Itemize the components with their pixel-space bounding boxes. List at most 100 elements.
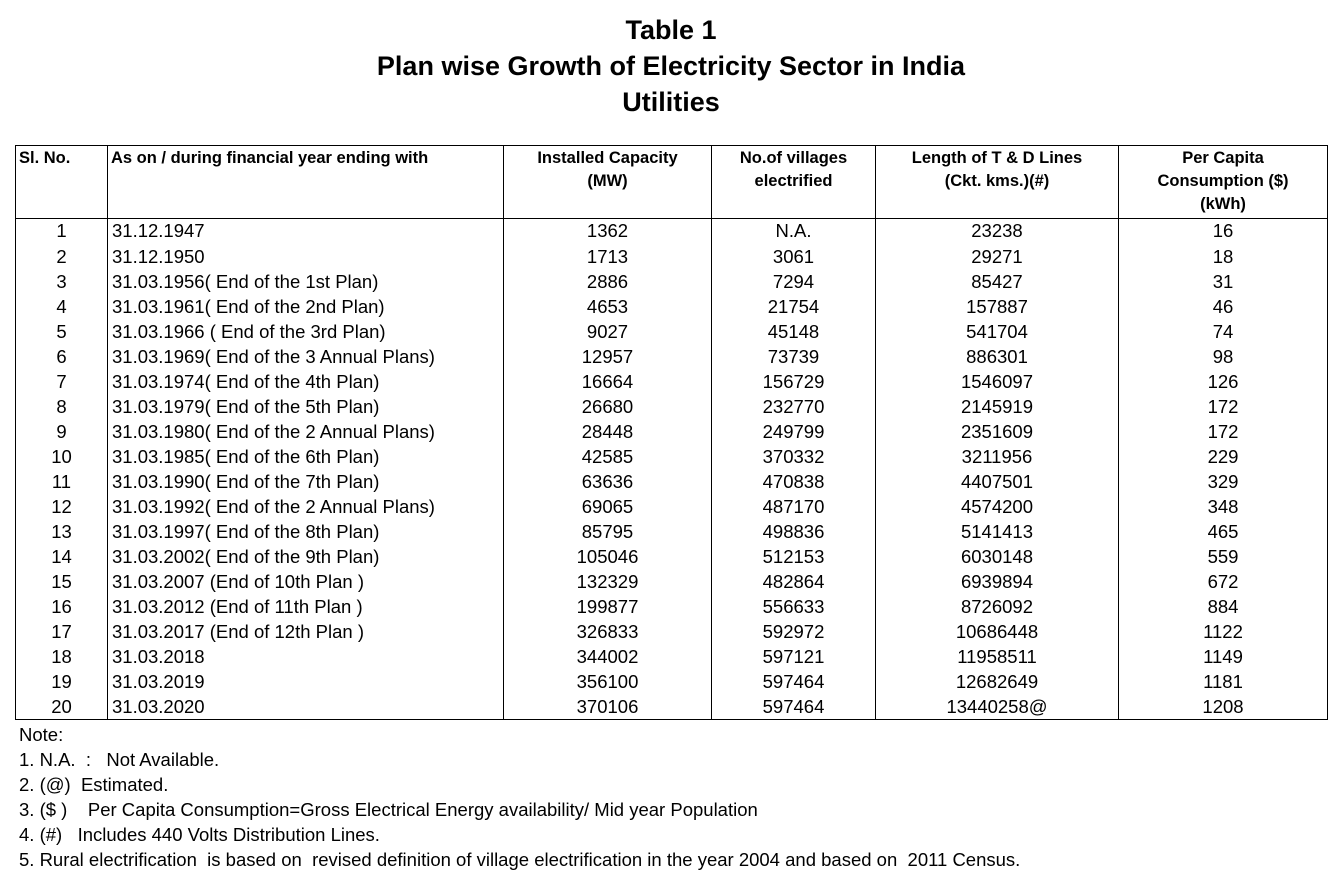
table-row: 11 31.03.1990( End of the 7th Plan) 63636 4… [15,468,1328,494]
cell-td-lines-length: 8726092 [875,593,1119,619]
cell-year: 31.03.2017 (End of 12th Plan ) [107,618,504,644]
cell-installed-capacity: 370106 [503,693,712,719]
cell-year: 31.03.1961( End of the 2nd Plan) [107,293,504,319]
cell-per-capita-consumption: 1122 [1118,618,1328,644]
cell-td-lines-length: 3211956 [875,443,1119,469]
cell-year: 31.03.2012 (End of 11th Plan ) [107,593,504,619]
note-item: 5. Rural electrification is based on rev… [19,849,1021,870]
cell-sl-no: 14 [15,543,108,569]
note-item: 3. ($ ) Per Capita Consumption=Gross Ele… [19,799,758,820]
cell-per-capita-consumption: 46 [1118,293,1328,319]
cell-per-capita-consumption: 18 [1118,243,1328,269]
cell-per-capita-consumption: 74 [1118,318,1328,344]
cell-installed-capacity: 85795 [503,518,712,544]
cell-year: 31.03.1969( End of the 3 Annual Plans) [107,343,504,369]
cell-sl-no: 1 [15,218,108,244]
table-row: 1 31.12.1947 1362 N.A. 23238 16 [15,218,1328,244]
cell-villages-electrified: 597121 [711,643,876,669]
table-row: 9 31.03.1980( End of the 2 Annual Plans) 2… [15,418,1328,444]
table-row: 10 31.03.1985( End of the 6th Plan) 42585 3… [15,443,1328,469]
cell-year: 31.03.1997( End of the 8th Plan) [107,518,504,544]
cell-villages-electrified: 592972 [711,618,876,644]
cell-installed-capacity: 326833 [503,618,712,644]
cell-sl-no: 20 [15,693,108,719]
table-body: 1 31.12.1947 1362 N.A. 23238 16 2 31.12.1950 171… [15,218,1328,719]
cell-td-lines-length: 29271 [875,243,1119,269]
cell-year: 31.03.1985( End of the 6th Plan) [107,443,504,469]
cell-villages-electrified: 3061 [711,243,876,269]
cell-villages-electrified: 482864 [711,568,876,594]
cell-installed-capacity: 105046 [503,543,712,569]
cell-sl-no: 19 [15,668,108,694]
column-header-per-capita-consumption: Per Capita Consumption ($) (kWh) [1118,145,1328,219]
cell-sl-no: 4 [15,293,108,319]
cell-villages-electrified: N.A. [711,218,876,244]
cell-per-capita-consumption: 98 [1118,343,1328,369]
cell-installed-capacity: 63636 [503,468,712,494]
table-row: 18 31.03.2018 344002 597121 11958511 1149 [15,643,1328,669]
electricity-growth-table: Sl. No. As on / during financial year en… [15,145,1328,720]
table-row: 12 31.03.1992( End of the 2 Annual Plans)… [15,493,1328,519]
table-main-title: Plan wise Growth of Electricity Sector i… [376,51,966,81]
table-row: 7 31.03.1974( End of the 4th Plan) 16664 15… [15,368,1328,394]
cell-sl-no: 6 [15,343,108,369]
cell-td-lines-length: 6030148 [875,543,1119,569]
cell-td-lines-length: 23238 [875,218,1119,244]
table-row: 4 31.03.1961( End of the 2nd Plan) 4653 217… [15,293,1328,319]
cell-per-capita-consumption: 1181 [1118,668,1328,694]
cell-year: 31.03.1956( End of the 1st Plan) [107,268,504,294]
cell-td-lines-length: 2351609 [875,418,1119,444]
cell-villages-electrified: 232770 [711,393,876,419]
cell-villages-electrified: 370332 [711,443,876,469]
cell-year: 31.03.1992( End of the 2 Annual Plans) [107,493,504,519]
cell-installed-capacity: 344002 [503,643,712,669]
table-row: 2 31.12.1950 1713 3061 29271 18 [15,243,1328,269]
cell-villages-electrified: 156729 [711,368,876,394]
cell-td-lines-length: 13440258@ [875,693,1119,719]
cell-td-lines-length: 11958511 [875,643,1119,669]
cell-installed-capacity: 4653 [503,293,712,319]
cell-td-lines-length: 541704 [875,318,1119,344]
cell-per-capita-consumption: 348 [1118,493,1328,519]
cell-per-capita-consumption: 31 [1118,268,1328,294]
cell-year: 31.03.1990( End of the 7th Plan) [107,468,504,494]
table-header-row: Sl. No. As on / during financial year en… [15,145,1328,219]
cell-per-capita-consumption: 329 [1118,468,1328,494]
table-row: 20 31.03.2020 370106 597464 13440258@ 1208 [15,693,1328,719]
cell-installed-capacity: 12957 [503,343,712,369]
cell-installed-capacity: 1362 [503,218,712,244]
cell-installed-capacity: 2886 [503,268,712,294]
table-row: 19 31.03.2019 356100 597464 12682649 1181 [15,668,1328,694]
cell-year: 31.03.2002( End of the 9th Plan) [107,543,504,569]
cell-per-capita-consumption: 1149 [1118,643,1328,669]
cell-sl-no: 9 [15,418,108,444]
cell-td-lines-length: 886301 [875,343,1119,369]
table-row: 15 31.03.2007 (End of 10th Plan ) 132329 48… [15,568,1328,594]
note-item: 2. (@) Estimated. [19,774,169,795]
table-row: 5 31.03.1966 ( End of the 3rd Plan) 9027 45… [15,318,1328,344]
cell-sl-no: 2 [15,243,108,269]
cell-villages-electrified: 45148 [711,318,876,344]
table-number-title: Table 1 [625,15,717,45]
table-row: 13 31.03.1997( End of the 8th Plan) 85795 4… [15,518,1328,544]
table-row: 17 31.03.2017 (End of 12th Plan ) 326833 59… [15,618,1328,644]
cell-installed-capacity: 1713 [503,243,712,269]
cell-sl-no: 8 [15,393,108,419]
cell-td-lines-length: 12682649 [875,668,1119,694]
cell-td-lines-length: 6939894 [875,568,1119,594]
cell-villages-electrified: 597464 [711,668,876,694]
cell-td-lines-length: 5141413 [875,518,1119,544]
cell-installed-capacity: 132329 [503,568,712,594]
cell-per-capita-consumption: 16 [1118,218,1328,244]
table-row: 3 31.03.1956( End of the 1st Plan) 2886 729… [15,268,1328,294]
cell-per-capita-consumption: 172 [1118,393,1328,419]
table-row: 14 31.03.2002( End of the 9th Plan) 105046… [15,543,1328,569]
cell-installed-capacity: 28448 [503,418,712,444]
cell-td-lines-length: 4407501 [875,468,1119,494]
cell-year: 31.03.1979( End of the 5th Plan) [107,393,504,419]
cell-td-lines-length: 1546097 [875,368,1119,394]
cell-installed-capacity: 69065 [503,493,712,519]
cell-per-capita-consumption: 884 [1118,593,1328,619]
cell-per-capita-consumption: 229 [1118,443,1328,469]
cell-sl-no: 16 [15,593,108,619]
